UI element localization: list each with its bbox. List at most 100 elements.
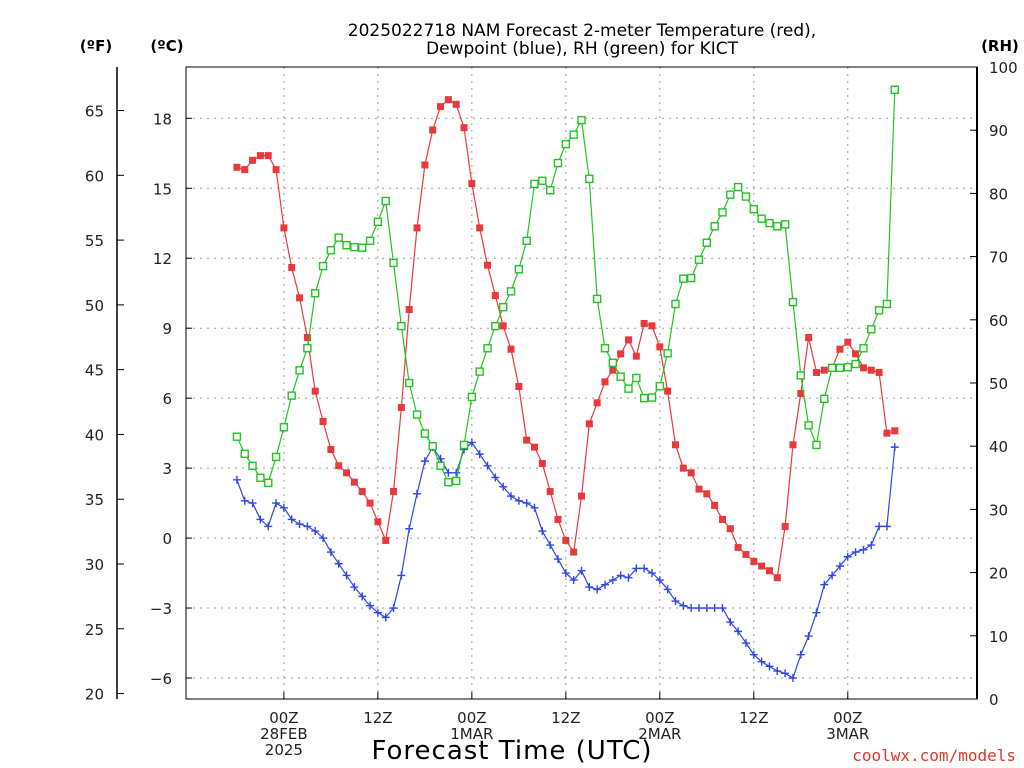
dewpoint-point — [655, 576, 664, 585]
temperature-point — [718, 515, 726, 523]
x-tick-label: 1MAR — [450, 725, 493, 743]
dewpoint-point — [569, 576, 578, 585]
fahrenheit-tick-label: 25 — [85, 621, 104, 639]
dewpoint-point — [757, 657, 766, 666]
temperature-point — [617, 350, 625, 358]
temperature-point — [805, 334, 813, 342]
rh-tick-label: 0 — [989, 691, 999, 709]
celsius-axis-unit: (ºC) — [150, 37, 183, 55]
dewpoint-point — [279, 503, 288, 512]
dewpoint-point — [710, 604, 719, 613]
rh-point — [639, 393, 649, 403]
dewpoint-point — [491, 473, 500, 482]
celsius-tick-label: 9 — [162, 320, 172, 338]
temperature-point — [374, 518, 382, 526]
temperature-point — [648, 322, 656, 330]
x-axis-label: Forecast Time (UTC) — [371, 736, 652, 766]
dewpoint-point — [444, 468, 453, 477]
dewpoint-point — [875, 522, 884, 531]
rh-point — [358, 243, 367, 252]
rh-point — [765, 218, 774, 228]
rh-tick-label: 40 — [989, 438, 1008, 456]
temperature-point — [867, 366, 875, 374]
fahrenheit-tick-label: 65 — [85, 103, 104, 121]
rh-point — [749, 204, 758, 214]
dewpoint-point — [397, 571, 406, 580]
temperature-point — [311, 387, 319, 395]
dewpoint-point — [538, 527, 547, 536]
temperature-point — [679, 464, 687, 472]
temperature-point — [859, 364, 867, 372]
dewpoint-point — [812, 608, 821, 617]
rh-point — [405, 378, 414, 388]
temperature-point — [742, 550, 750, 558]
temperature-point — [515, 382, 523, 390]
temperature-point — [671, 441, 679, 449]
temperature-point — [303, 334, 311, 342]
temperature-point — [789, 441, 797, 449]
dewpoint-point — [232, 475, 241, 484]
temperature-point — [484, 261, 492, 269]
rh-tick-label: 10 — [989, 628, 1008, 646]
dewpoint-point — [381, 613, 390, 622]
rh-point — [389, 258, 398, 268]
dewpoint-point — [311, 527, 320, 536]
temperature-point — [468, 180, 476, 188]
rh-point — [592, 294, 602, 304]
series-line — [236, 98, 895, 579]
rh-point — [655, 381, 665, 391]
dewpoint-point — [326, 548, 335, 557]
rh-tick-label: 80 — [989, 185, 1008, 203]
fahrenheit-axis-unit: (ºF) — [80, 37, 112, 55]
dewpoint-point — [546, 541, 555, 550]
temperature-point — [883, 429, 891, 437]
fahrenheit-tick-label: 30 — [85, 556, 104, 574]
temperature-point — [734, 543, 742, 551]
dewpoint-point — [240, 496, 249, 505]
rh-tick-label: 50 — [989, 375, 1008, 393]
temperature-point — [585, 420, 593, 428]
x-tick-label: 2025 — [265, 741, 303, 759]
rh-point — [279, 423, 289, 432]
rh-point — [827, 363, 837, 373]
rh-point — [545, 186, 555, 195]
rh-tick-label: 70 — [989, 249, 1008, 267]
rh-point — [569, 130, 578, 139]
temperature-point — [429, 126, 437, 134]
dewpoint-point — [828, 571, 837, 580]
temperature-point — [812, 369, 820, 377]
temperature-point — [820, 366, 828, 374]
dewpoint-point — [890, 443, 899, 452]
dewpoint-point — [859, 545, 868, 554]
temperature-point — [711, 501, 719, 509]
x-tick-label: 28FEB — [260, 725, 307, 743]
dewpoint-point — [366, 601, 375, 610]
temperature-point — [797, 389, 805, 397]
temperature-point — [781, 522, 789, 530]
rh-point — [498, 302, 508, 312]
source-credit: coolwx.com/models — [852, 746, 1016, 765]
temperature-point — [358, 487, 366, 495]
rh-point — [726, 190, 735, 199]
dewpoint-point — [593, 585, 602, 594]
dewpoint-point — [820, 580, 829, 589]
dewpoint-point — [295, 520, 304, 529]
temperature-point — [413, 224, 421, 232]
temperature-point — [773, 574, 781, 582]
dewpoint-point — [420, 457, 429, 466]
rh-point — [796, 371, 805, 380]
rh-point — [436, 461, 445, 470]
rh-point — [365, 236, 375, 246]
temperature-point — [703, 490, 711, 498]
temperature-point — [476, 224, 484, 232]
temperature-point — [891, 427, 899, 435]
celsius-tick-label: 15 — [153, 180, 172, 198]
dewpoint-point — [334, 559, 343, 568]
rh-point — [350, 242, 359, 252]
rh-point — [874, 306, 884, 315]
temperature-point — [632, 352, 640, 360]
temperature-point — [327, 445, 335, 453]
dewpoint-point — [475, 450, 484, 459]
temperature-point — [350, 478, 358, 486]
rh-point — [530, 179, 539, 189]
